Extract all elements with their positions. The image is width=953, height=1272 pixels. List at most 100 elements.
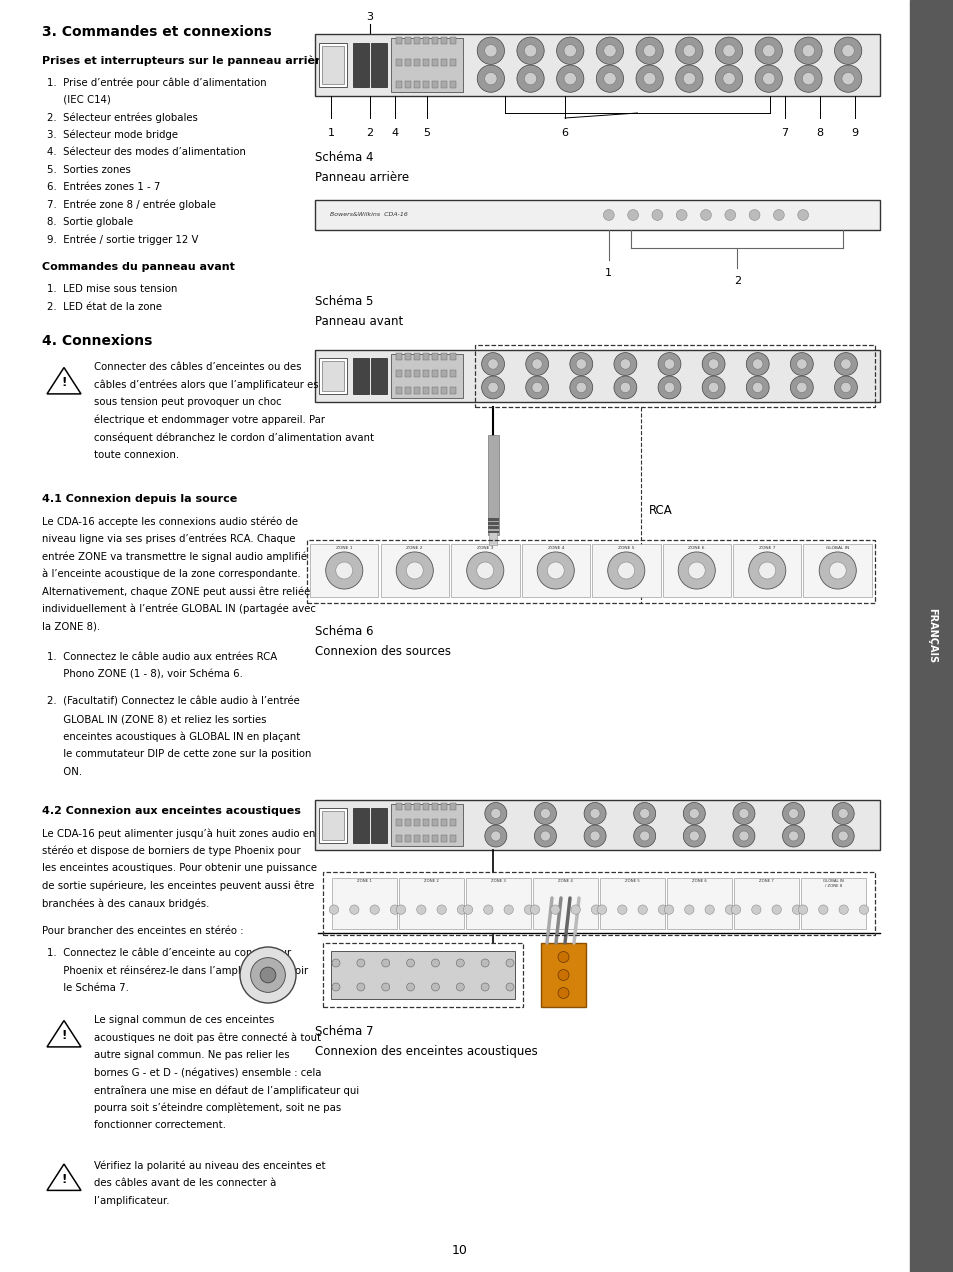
Circle shape <box>792 904 801 915</box>
Text: Alternativement, chaque ZONE peut aussi être reliée: Alternativement, chaque ZONE peut aussi … <box>42 586 310 597</box>
Text: le commutateur DIP de cette zone sur la position: le commutateur DIP de cette zone sur la … <box>47 749 311 759</box>
Bar <box>487 523 498 525</box>
Text: 2.  (Facultatif) Connectez le câble audio à l’entrée: 2. (Facultatif) Connectez le câble audio… <box>47 697 299 706</box>
Text: câbles d’entrées alors que l’amplificateur est: câbles d’entrées alors que l’amplificate… <box>94 379 322 391</box>
Text: 5: 5 <box>423 128 430 137</box>
Circle shape <box>517 65 543 93</box>
Bar <box>422 803 429 810</box>
Circle shape <box>436 904 446 915</box>
Bar <box>432 370 437 377</box>
Circle shape <box>476 562 494 579</box>
Circle shape <box>781 803 803 824</box>
Circle shape <box>790 352 812 375</box>
Text: conséquent débranchez le cordon d’alimentation avant: conséquent débranchez le cordon d’alimen… <box>94 432 374 443</box>
Bar <box>371 43 387 86</box>
Circle shape <box>569 377 592 399</box>
Text: ZONE 3: ZONE 3 <box>491 879 505 883</box>
Bar <box>440 354 447 360</box>
Text: ZONE 5: ZONE 5 <box>624 879 639 883</box>
Circle shape <box>484 45 497 57</box>
Text: GLOBAL IN: GLOBAL IN <box>825 546 848 550</box>
Bar <box>540 943 585 1007</box>
Circle shape <box>798 904 807 915</box>
Bar <box>422 834 429 842</box>
Circle shape <box>682 826 704 847</box>
Circle shape <box>596 37 623 65</box>
Text: ZONE 5: ZONE 5 <box>618 546 634 550</box>
Text: 2: 2 <box>733 276 740 286</box>
Circle shape <box>796 359 806 369</box>
Text: ON.: ON. <box>47 767 82 776</box>
Circle shape <box>838 904 847 915</box>
Bar <box>318 808 347 842</box>
Circle shape <box>539 831 550 841</box>
Text: ZONE 4: ZONE 4 <box>558 879 573 883</box>
Text: à l’enceinte acoustique de la zone correspondante.: à l’enceinte acoustique de la zone corre… <box>42 569 300 579</box>
Circle shape <box>395 904 405 915</box>
Circle shape <box>476 37 504 65</box>
Text: 4.2 Connexion aux enceintes acoustiques: 4.2 Connexion aux enceintes acoustiques <box>42 806 300 817</box>
Circle shape <box>558 969 568 981</box>
Circle shape <box>796 383 806 393</box>
Circle shape <box>828 562 845 579</box>
Bar <box>440 387 447 394</box>
Circle shape <box>576 383 586 393</box>
Text: 5.  Sorties zones: 5. Sorties zones <box>47 164 131 174</box>
Circle shape <box>682 45 695 57</box>
Circle shape <box>463 904 472 915</box>
Text: la ZONE 8).: la ZONE 8). <box>42 621 100 631</box>
Bar <box>432 387 437 394</box>
Circle shape <box>739 809 748 818</box>
Text: Commandes du panneau avant: Commandes du panneau avant <box>42 262 234 272</box>
Bar <box>487 530 498 533</box>
Circle shape <box>525 352 548 375</box>
Bar <box>414 59 419 66</box>
Text: autre signal commun. Ne pas relier les: autre signal commun. Ne pas relier les <box>94 1049 290 1060</box>
Bar <box>451 544 519 597</box>
Circle shape <box>755 37 781 65</box>
Text: électrique et endommager votre appareil. Par: électrique et endommager votre appareil.… <box>94 415 325 425</box>
Circle shape <box>639 831 649 841</box>
Circle shape <box>332 959 339 967</box>
Circle shape <box>350 904 358 915</box>
Text: ZONE 1: ZONE 1 <box>335 546 352 550</box>
Circle shape <box>251 958 285 992</box>
Circle shape <box>708 359 718 369</box>
Circle shape <box>431 983 439 991</box>
Circle shape <box>658 904 667 915</box>
Bar <box>475 345 874 407</box>
Circle shape <box>678 552 715 589</box>
Text: 3.  Sélecteur mode bridge: 3. Sélecteur mode bridge <box>47 130 178 140</box>
Circle shape <box>841 45 854 57</box>
Text: Le CDA-16 accepte les connexions audio stéréo de: Le CDA-16 accepte les connexions audio s… <box>42 516 297 527</box>
Text: 3. Commandes et connexions: 3. Commandes et connexions <box>42 25 272 39</box>
Circle shape <box>619 383 630 393</box>
Circle shape <box>663 904 673 915</box>
Text: Schéma 5: Schéma 5 <box>314 295 373 308</box>
Text: sous tension peut provoquer un choc: sous tension peut provoquer un choc <box>94 397 281 407</box>
Bar <box>380 544 449 597</box>
Text: !: ! <box>61 377 67 389</box>
Circle shape <box>484 826 506 847</box>
Circle shape <box>788 809 798 818</box>
Circle shape <box>603 73 616 85</box>
Text: individuellement à l’entrée GLOBAL IN (partagée avec: individuellement à l’entrée GLOBAL IN (p… <box>42 603 315 614</box>
Circle shape <box>684 904 693 915</box>
Circle shape <box>480 959 489 967</box>
Circle shape <box>484 803 506 824</box>
Circle shape <box>636 65 662 93</box>
Circle shape <box>332 983 339 991</box>
Bar <box>323 873 874 935</box>
Circle shape <box>761 45 774 57</box>
Text: stéréo et dispose de borniers de type Phoenix pour: stéréo et dispose de borniers de type Ph… <box>42 846 300 856</box>
Bar <box>440 834 447 842</box>
Bar <box>405 834 411 842</box>
Bar <box>307 541 874 603</box>
Bar <box>465 878 531 929</box>
Bar <box>422 819 429 826</box>
Bar <box>422 370 429 377</box>
Circle shape <box>550 904 559 915</box>
Circle shape <box>642 45 655 57</box>
Circle shape <box>576 359 586 369</box>
Circle shape <box>614 377 637 399</box>
